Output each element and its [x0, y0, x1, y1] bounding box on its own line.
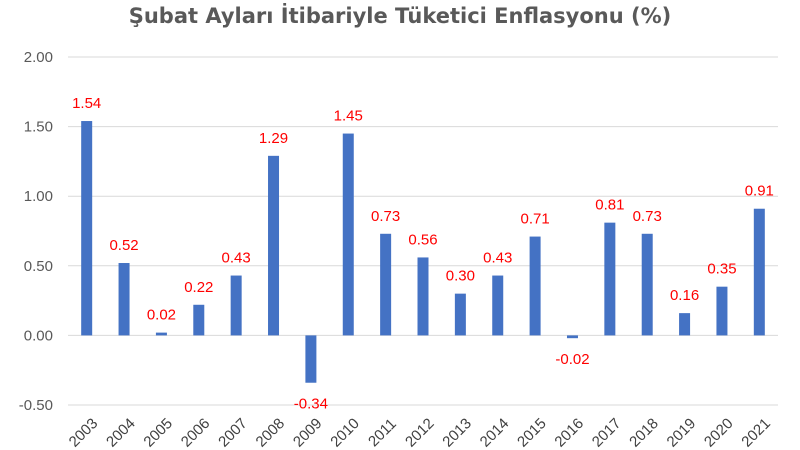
x-tick-label: 2004	[103, 415, 139, 450]
x-tick-label: 2012	[402, 415, 438, 450]
data-label: 1.45	[334, 108, 363, 125]
x-tick-label: 2014	[477, 415, 513, 450]
bar	[81, 121, 93, 336]
bar	[492, 275, 504, 336]
bar	[305, 335, 317, 383]
bar	[566, 335, 578, 339]
data-label: -0.02	[555, 351, 589, 368]
bar	[604, 222, 616, 336]
data-label: 0.52	[109, 237, 138, 254]
data-label: 1.54	[72, 95, 101, 112]
data-label: 1.29	[259, 130, 288, 147]
x-tick-label: 2009	[290, 415, 326, 450]
bar	[529, 236, 541, 336]
x-tick-label: 2018	[626, 415, 662, 450]
x-tick-label: 2019	[664, 415, 700, 450]
bar	[417, 257, 429, 336]
data-label: 0.43	[222, 250, 251, 267]
data-label: -0.34	[294, 396, 328, 413]
bar	[753, 208, 765, 336]
data-label: 0.16	[670, 287, 699, 304]
y-tick-label: 0.00	[24, 327, 53, 344]
x-tick-label: 2013	[439, 415, 475, 450]
x-tick-label: 2020	[701, 415, 737, 450]
data-label: 0.22	[184, 279, 213, 296]
bar	[342, 133, 354, 336]
data-label: 0.30	[446, 268, 475, 285]
x-tick-label: 2010	[327, 415, 363, 450]
x-tick-label: 2011	[365, 415, 400, 450]
bar	[454, 293, 466, 336]
bar	[716, 286, 728, 336]
x-tick-label: 2003	[66, 415, 102, 450]
bar	[380, 233, 392, 336]
bar	[641, 233, 653, 336]
y-tick-label: 1.50	[24, 119, 53, 136]
data-label: 0.73	[371, 208, 400, 225]
bar	[155, 332, 167, 336]
bar	[118, 263, 130, 336]
data-label: 0.35	[707, 261, 736, 278]
bar	[193, 304, 205, 336]
x-tick-label: 2016	[551, 415, 587, 450]
bar	[268, 155, 280, 336]
y-tick-label: 0.50	[24, 258, 53, 275]
data-label: 0.56	[408, 231, 437, 248]
x-tick-label: 2006	[178, 415, 214, 450]
bar	[679, 313, 691, 336]
x-tick-label: 2008	[253, 415, 289, 450]
y-tick-label: -0.50	[19, 397, 53, 414]
x-tick-label: 2005	[140, 415, 176, 450]
bar	[230, 275, 242, 336]
x-tick-label: 2015	[514, 415, 550, 450]
chart-title: Şubat Ayları İtibariyle Tüketici Enflasy…	[128, 4, 672, 28]
data-label: 0.43	[483, 250, 512, 267]
data-label: 0.73	[633, 208, 662, 225]
data-label: 0.81	[595, 197, 624, 214]
data-label: 0.02	[147, 307, 176, 324]
y-tick-label: 1.00	[24, 188, 53, 205]
y-tick-label: 2.00	[24, 49, 53, 66]
x-tick-label: 2021	[738, 415, 774, 450]
x-tick-label: 2007	[215, 415, 251, 450]
data-label: 0.91	[745, 183, 774, 200]
x-tick-label: 2017	[589, 415, 625, 450]
data-label: 0.71	[521, 211, 550, 228]
